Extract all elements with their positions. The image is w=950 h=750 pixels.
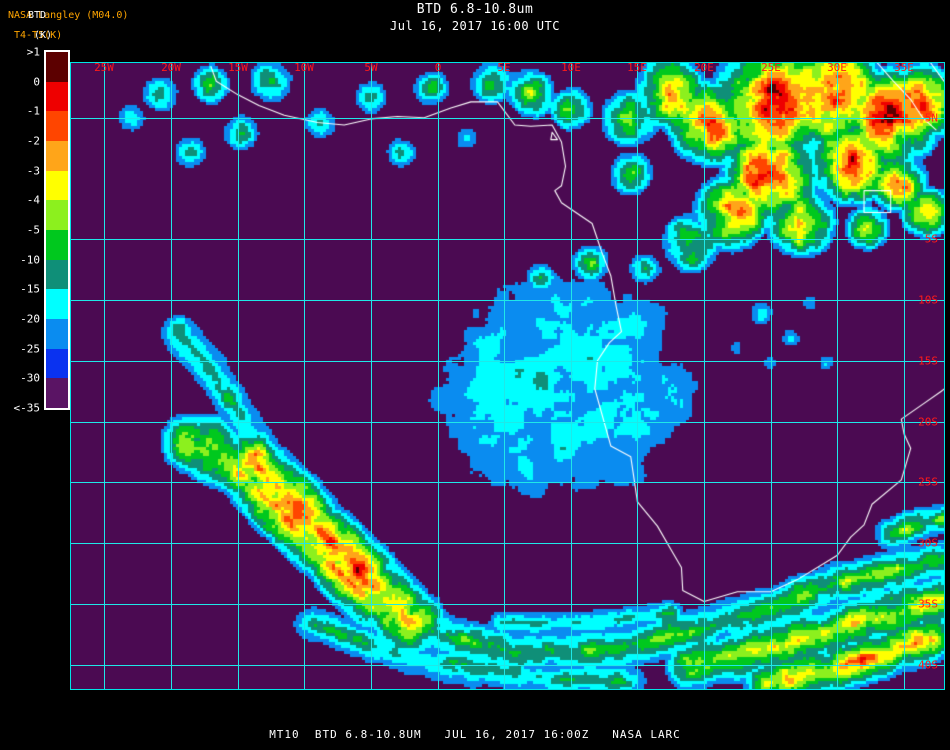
colorbar-tick: 0 — [33, 75, 40, 89]
page-title: BTD 6.8-10.8um Jul 16, 2017 16:00 UTC — [0, 2, 950, 34]
gridline-parallel — [71, 482, 944, 483]
longitude-label: 25E — [761, 62, 781, 74]
gridline-meridian — [104, 63, 105, 689]
colorbar-tick-labels: >1 0 -1 -2 -3 -4 -5 -10 -15 -20 -25 -30 <-35 — [0, 45, 42, 414]
colorbar-tick: -1 — [26, 104, 40, 118]
colorbar-band — [46, 170, 68, 201]
colorbar-band — [46, 318, 68, 349]
longitude-label: 25W — [94, 62, 114, 74]
longitude-label: 20W — [161, 62, 181, 74]
colorbar — [44, 50, 70, 410]
brightness-temperature-raster — [71, 63, 944, 689]
longitude-label: 5E — [497, 62, 511, 74]
colorbar-tick: -2 — [26, 134, 40, 148]
latitude-label: 35S — [918, 597, 938, 611]
colorbar-band — [46, 289, 68, 319]
colorbar-band — [46, 229, 68, 260]
longitude-label: 35E — [894, 62, 914, 74]
latitude-label: 25S — [918, 475, 938, 489]
longitude-label: 15W — [228, 62, 248, 74]
product-overlay-label: BTD — [28, 10, 47, 21]
longitude-label: 20E — [694, 62, 714, 74]
longitude-label: 10E — [561, 62, 581, 74]
status-bar: MT10 BTD 6.8-10.8UM JUL 16, 2017 16:00Z … — [269, 728, 681, 741]
gridline-meridian — [704, 63, 705, 689]
gridline-parallel — [71, 361, 944, 362]
colorbar-band — [46, 111, 68, 141]
latitude-label: 5N — [924, 111, 938, 125]
colorbar-band — [46, 140, 68, 171]
colorbar-tick: -25 — [20, 342, 40, 356]
gridline-meridian — [238, 63, 239, 689]
colorbar-tick: -20 — [20, 312, 40, 326]
longitude-label: 30E — [827, 62, 847, 74]
gridline-parallel — [71, 300, 944, 301]
gridline-meridian — [171, 63, 172, 689]
satellite-map[interactable]: 25W 20W 15W 10W 5W 0 5E 10E 15E 20E 25E 30E 35E 5N 5S 1… — [70, 62, 945, 690]
longitude-label: 10W — [294, 62, 314, 74]
latitude-label: 5S — [924, 232, 938, 246]
colorbar-tick: -10 — [20, 253, 40, 267]
gridline-meridian — [371, 63, 372, 689]
gridline-parallel — [71, 239, 944, 240]
colorbar-tick: <-35 — [13, 401, 41, 415]
units-overlay-label: (K) — [34, 30, 53, 41]
latitude-label: 20S — [918, 415, 938, 429]
latitude-label: 15S — [918, 354, 938, 368]
colorbar-band — [46, 259, 68, 290]
gridline-parallel — [71, 665, 944, 666]
gridline-meridian — [771, 63, 772, 689]
colorbar-tick: -5 — [26, 223, 40, 237]
gridline-meridian — [571, 63, 572, 689]
title-line-2: Jul 16, 2017 16:00 UTC — [390, 19, 560, 33]
gridline-meridian — [304, 63, 305, 689]
latitude-label: 10S — [918, 293, 938, 307]
colorbar-band — [46, 81, 68, 112]
gridline-parallel — [71, 422, 944, 423]
colorbar-band — [46, 348, 68, 379]
gridline-meridian — [438, 63, 439, 689]
agency-label: NASA Langley (M04.0) — [8, 10, 129, 21]
colorbar-tick: -3 — [26, 164, 40, 178]
longitude-label: 15E — [627, 62, 647, 74]
gridline-meridian — [504, 63, 505, 689]
longitude-label: 0 — [434, 62, 442, 74]
colorbar-tick: -4 — [26, 193, 40, 207]
latitude-label: 40S — [918, 658, 938, 672]
gridline-parallel — [71, 543, 944, 544]
longitude-label: 5W — [364, 62, 378, 74]
units-label: T4-T5(K) — [14, 30, 63, 41]
colorbar-tick: -30 — [20, 371, 40, 385]
gridline-meridian — [837, 63, 838, 689]
colorbar-band — [46, 378, 68, 408]
title-line-1: BTD 6.8-10.8um — [416, 2, 534, 17]
colorbar-tick: >1 — [26, 45, 40, 59]
gridline-meridian — [904, 63, 905, 689]
gridline-parallel — [71, 604, 944, 605]
latitude-label: 30S — [918, 536, 938, 550]
colorbar-tick: -15 — [20, 282, 40, 296]
gridline-meridian — [637, 63, 638, 689]
colorbar-band — [46, 200, 68, 230]
gridline-parallel — [71, 118, 944, 119]
colorbar-band — [46, 52, 68, 82]
